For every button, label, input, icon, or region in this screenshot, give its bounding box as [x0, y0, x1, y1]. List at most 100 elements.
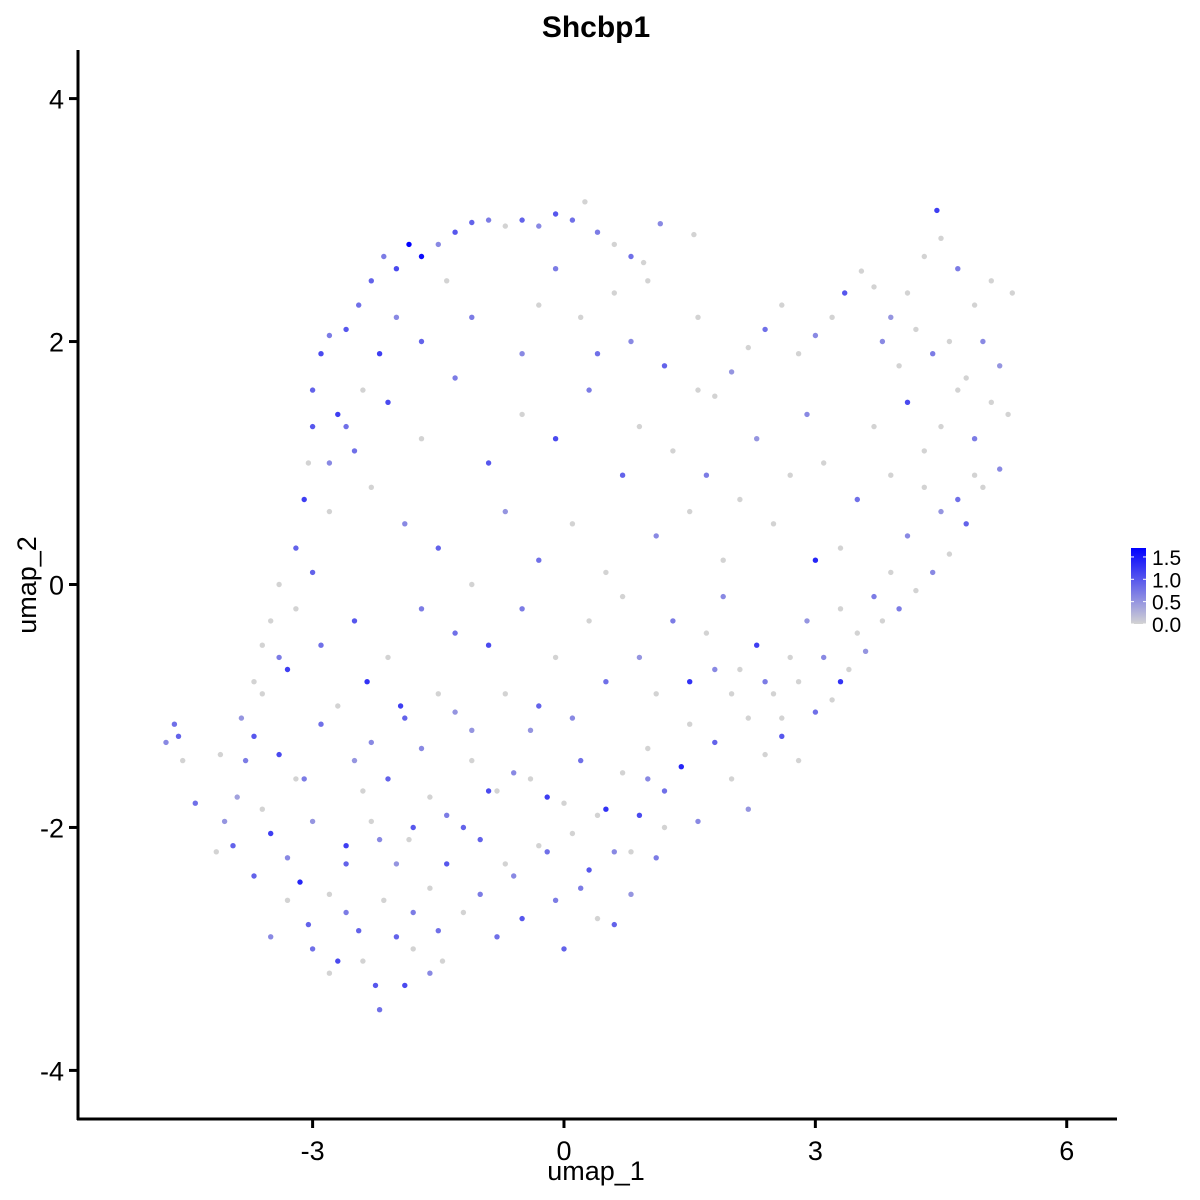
data-point	[242, 757, 249, 764]
data-point	[326, 508, 333, 515]
data-point	[657, 221, 663, 227]
data-point	[770, 521, 777, 527]
data-point	[1009, 290, 1015, 296]
x-ticks: -3 0 3 6	[301, 1119, 1074, 1166]
data-point	[452, 709, 458, 715]
data-point	[988, 399, 994, 405]
data-point	[485, 642, 492, 648]
data-point	[343, 326, 349, 333]
data-point	[435, 545, 441, 551]
data-point	[930, 351, 936, 357]
data-point	[611, 241, 617, 248]
data-point	[376, 836, 383, 843]
data-point	[536, 557, 542, 563]
data-point	[309, 423, 316, 430]
data-point	[561, 800, 567, 806]
data-point	[175, 733, 182, 739]
data-point	[728, 369, 735, 375]
data-point	[1005, 411, 1011, 418]
data-point	[393, 314, 400, 320]
x-tick-label: -3	[301, 1136, 325, 1166]
data-point	[544, 794, 550, 800]
data-point	[397, 703, 404, 709]
data-point	[452, 630, 458, 636]
data-point	[402, 982, 408, 989]
data-point	[804, 618, 810, 624]
data-point	[812, 332, 819, 339]
data-point	[385, 399, 391, 405]
data-point	[695, 387, 701, 393]
data-point	[934, 207, 940, 214]
data-point	[381, 253, 387, 260]
data-point	[393, 266, 400, 272]
data-point	[640, 259, 647, 266]
data-point	[259, 642, 265, 648]
data-point	[829, 314, 835, 320]
data-point	[795, 351, 802, 357]
data-point	[452, 229, 458, 235]
data-point	[603, 569, 609, 576]
data-point	[913, 587, 919, 594]
data-point	[284, 897, 291, 903]
data-point	[854, 496, 860, 503]
data-point	[376, 1007, 383, 1013]
data-point	[955, 496, 961, 503]
data-point	[406, 836, 412, 843]
data-point	[946, 551, 953, 557]
data-point	[812, 709, 819, 715]
data-point	[469, 757, 475, 764]
points-layer	[163, 199, 1015, 1013]
data-point	[552, 897, 559, 903]
data-point	[888, 472, 894, 478]
x-tick-label: 3	[808, 1136, 823, 1166]
data-point	[561, 946, 567, 952]
data-point	[519, 351, 525, 357]
data-point	[536, 703, 542, 709]
x-axis-title: umap_1	[547, 1156, 645, 1186]
data-point	[238, 715, 245, 721]
data-point	[356, 928, 362, 934]
data-point	[293, 545, 299, 551]
data-point	[494, 934, 500, 940]
y-tick-label: 4	[49, 85, 64, 115]
data-point	[938, 508, 944, 515]
data-point	[381, 897, 387, 903]
data-point	[670, 618, 676, 624]
data-point	[393, 861, 400, 867]
data-point	[552, 654, 559, 661]
data-point	[469, 219, 475, 226]
data-point	[393, 934, 400, 940]
data-point	[745, 344, 751, 351]
data-point	[552, 266, 559, 272]
colorbar	[1131, 548, 1146, 624]
data-point	[653, 855, 659, 861]
data-point	[728, 691, 735, 697]
data-point	[661, 363, 668, 369]
data-point	[309, 946, 316, 952]
data-point	[569, 715, 576, 721]
data-point	[385, 776, 391, 782]
data-point	[402, 521, 408, 527]
data-point	[963, 521, 969, 527]
data-point	[552, 436, 559, 442]
data-point	[578, 885, 584, 891]
data-point	[795, 679, 802, 685]
data-point	[695, 818, 701, 825]
data-point	[804, 411, 810, 418]
data-point	[318, 351, 324, 357]
data-point	[251, 679, 257, 685]
legend-label: 1.0	[1152, 569, 1181, 592]
data-point	[305, 921, 312, 928]
data-point	[343, 843, 349, 849]
data-point	[444, 861, 450, 867]
legend-label: 1.5	[1152, 547, 1181, 570]
data-point	[536, 302, 542, 308]
data-point	[611, 290, 617, 296]
y-tick-label: -4	[40, 1056, 64, 1086]
data-point	[192, 800, 198, 806]
data-point	[628, 849, 634, 855]
data-point	[569, 830, 576, 837]
data-point	[712, 739, 718, 746]
data-point	[578, 314, 584, 320]
